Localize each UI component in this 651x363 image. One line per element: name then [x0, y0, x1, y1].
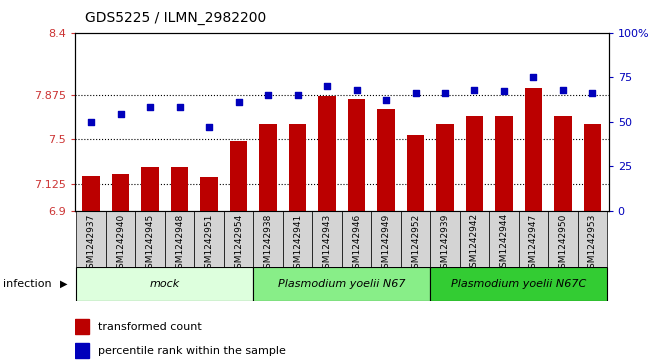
- Text: GSM1242951: GSM1242951: [204, 213, 214, 274]
- Text: percentile rank within the sample: percentile rank within the sample: [98, 346, 286, 356]
- Text: GSM1242947: GSM1242947: [529, 213, 538, 274]
- Point: [115, 111, 126, 117]
- Text: GSM1242942: GSM1242942: [470, 213, 479, 273]
- FancyBboxPatch shape: [577, 211, 607, 267]
- Point: [381, 97, 391, 103]
- FancyBboxPatch shape: [312, 211, 342, 267]
- Bar: [554, 116, 572, 211]
- FancyBboxPatch shape: [253, 267, 430, 301]
- FancyBboxPatch shape: [342, 211, 371, 267]
- FancyBboxPatch shape: [106, 211, 135, 267]
- FancyBboxPatch shape: [165, 211, 194, 267]
- FancyBboxPatch shape: [490, 211, 519, 267]
- Text: infection: infection: [3, 279, 52, 289]
- FancyBboxPatch shape: [548, 211, 577, 267]
- Bar: [348, 99, 365, 211]
- Point: [233, 99, 243, 105]
- FancyBboxPatch shape: [519, 211, 548, 267]
- Text: mock: mock: [150, 279, 180, 289]
- Bar: [75, 343, 89, 358]
- Point: [528, 74, 538, 80]
- Point: [440, 90, 450, 96]
- Point: [469, 87, 480, 93]
- Text: GSM1242944: GSM1242944: [499, 213, 508, 273]
- Point: [558, 87, 568, 93]
- Point: [86, 119, 96, 125]
- Bar: [465, 116, 483, 211]
- Bar: [495, 116, 513, 211]
- Bar: [171, 167, 188, 211]
- FancyBboxPatch shape: [460, 211, 490, 267]
- Text: transformed count: transformed count: [98, 322, 202, 332]
- Bar: [230, 140, 247, 211]
- Text: GSM1242953: GSM1242953: [588, 213, 597, 274]
- Point: [322, 83, 332, 89]
- Bar: [377, 109, 395, 211]
- FancyBboxPatch shape: [194, 211, 224, 267]
- FancyBboxPatch shape: [253, 211, 283, 267]
- Bar: [407, 135, 424, 211]
- Bar: [82, 176, 100, 211]
- Point: [352, 87, 362, 93]
- Point: [145, 105, 156, 110]
- Bar: [318, 95, 336, 211]
- FancyBboxPatch shape: [401, 211, 430, 267]
- Text: GSM1242945: GSM1242945: [146, 213, 154, 274]
- Bar: [75, 319, 89, 334]
- FancyBboxPatch shape: [430, 211, 460, 267]
- FancyBboxPatch shape: [283, 211, 312, 267]
- Text: Plasmodium yoelii N67C: Plasmodium yoelii N67C: [451, 279, 587, 289]
- Point: [587, 90, 598, 96]
- Bar: [201, 178, 218, 211]
- Text: GSM1242940: GSM1242940: [116, 213, 125, 274]
- Text: GSM1242941: GSM1242941: [293, 213, 302, 274]
- Bar: [525, 89, 542, 211]
- Text: GSM1242952: GSM1242952: [411, 213, 420, 274]
- Bar: [141, 167, 159, 211]
- Point: [499, 89, 509, 94]
- Bar: [583, 124, 602, 211]
- Bar: [112, 174, 130, 211]
- Bar: [288, 124, 307, 211]
- Point: [292, 92, 303, 98]
- Text: GSM1242937: GSM1242937: [87, 213, 96, 274]
- Text: GSM1242948: GSM1242948: [175, 213, 184, 274]
- Text: GSM1242949: GSM1242949: [381, 213, 391, 274]
- Point: [263, 92, 273, 98]
- FancyBboxPatch shape: [76, 267, 253, 301]
- Text: GDS5225 / ILMN_2982200: GDS5225 / ILMN_2982200: [85, 11, 266, 25]
- FancyBboxPatch shape: [135, 211, 165, 267]
- Bar: [259, 124, 277, 211]
- Text: Plasmodium yoelii N67: Plasmodium yoelii N67: [278, 279, 406, 289]
- Bar: [436, 124, 454, 211]
- Point: [410, 90, 421, 96]
- Text: GSM1242943: GSM1242943: [322, 213, 331, 274]
- FancyBboxPatch shape: [76, 211, 106, 267]
- Text: GSM1242939: GSM1242939: [441, 213, 449, 274]
- Text: GSM1242950: GSM1242950: [559, 213, 568, 274]
- Text: GSM1242954: GSM1242954: [234, 213, 243, 274]
- Text: GSM1242946: GSM1242946: [352, 213, 361, 274]
- Point: [204, 124, 214, 130]
- Text: GSM1242938: GSM1242938: [264, 213, 273, 274]
- Text: ▶: ▶: [60, 279, 68, 289]
- FancyBboxPatch shape: [430, 267, 607, 301]
- Point: [174, 105, 185, 110]
- FancyBboxPatch shape: [371, 211, 401, 267]
- FancyBboxPatch shape: [224, 211, 253, 267]
